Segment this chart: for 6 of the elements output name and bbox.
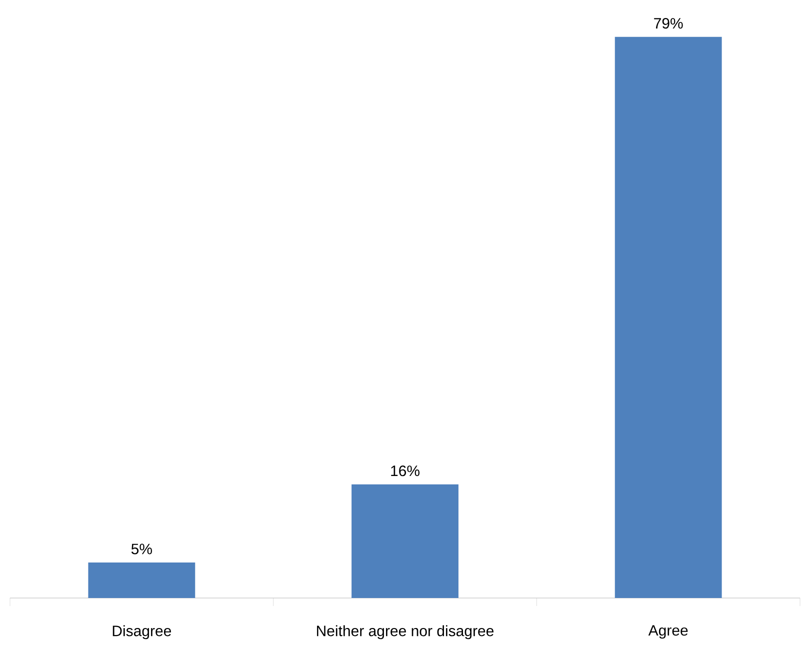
x-tick-label: Disagree [112,625,171,640]
data-label: 79% [654,18,683,29]
x-tick-label: Agree [648,625,688,639]
data-label: 5% [131,544,152,554]
x-tick-label: Neither agree nor disagree [317,625,494,640]
data-label: 16% [391,466,420,476]
